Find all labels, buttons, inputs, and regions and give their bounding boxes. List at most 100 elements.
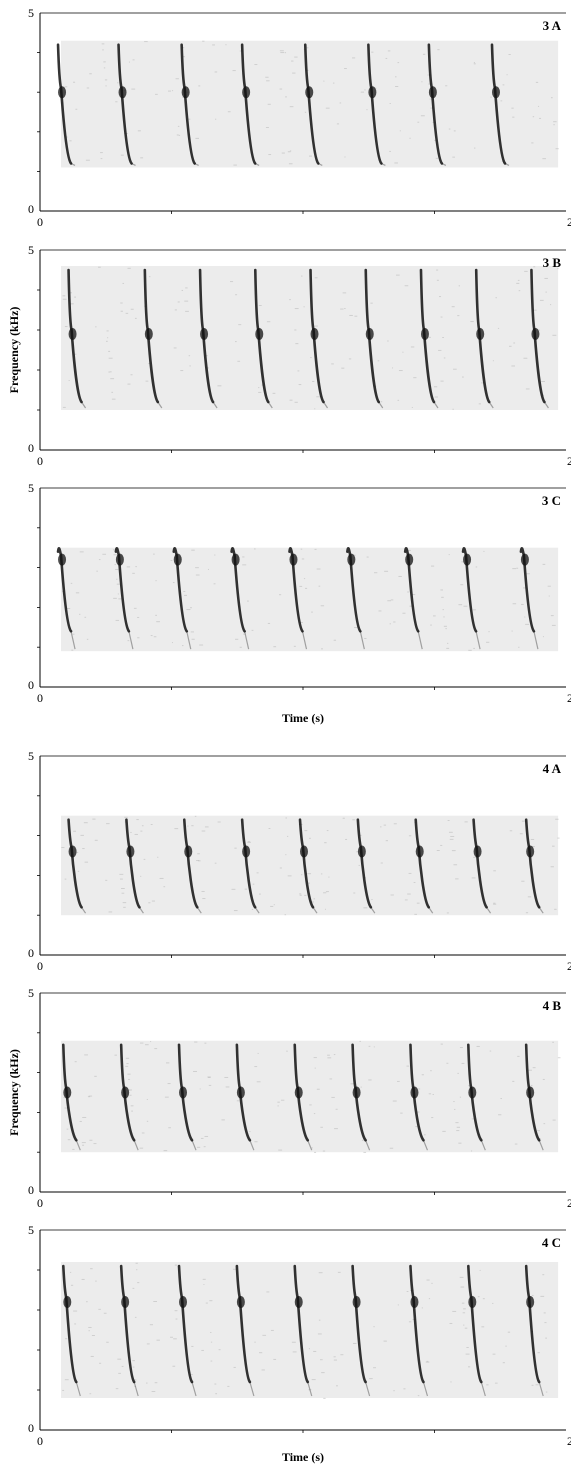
note-mark bbox=[303, 43, 323, 166]
note-mark bbox=[240, 818, 260, 914]
x-tick-label-start: 0 bbox=[37, 215, 43, 229]
note-mark bbox=[367, 43, 386, 166]
note-mark bbox=[177, 1043, 197, 1151]
signal-band bbox=[61, 1040, 559, 1153]
note-mark bbox=[467, 1043, 486, 1151]
panel-label: 3 C bbox=[542, 493, 561, 508]
background-noise bbox=[62, 1262, 548, 1399]
note-mark bbox=[524, 1264, 544, 1397]
panel-label: 4 C bbox=[542, 1235, 561, 1250]
y-tick-label-bottom: 0 bbox=[28, 946, 34, 960]
note-mark bbox=[235, 1043, 255, 1151]
note-mark bbox=[474, 268, 494, 409]
note-mark bbox=[67, 268, 87, 409]
note-mark bbox=[288, 547, 308, 650]
x-tick-label-start: 0 bbox=[37, 959, 43, 973]
spectrogram-panel: 5 00 2 3 B Frequency (kHz) bbox=[7, 243, 571, 468]
spectrogram-panel: 5 00 2 4 A bbox=[28, 749, 571, 973]
note-mark bbox=[298, 818, 318, 914]
x-tick-label-end: 2 bbox=[567, 215, 571, 229]
note-mark bbox=[114, 547, 134, 650]
signal-band bbox=[61, 547, 559, 652]
note-mark bbox=[253, 268, 273, 409]
note-mark bbox=[182, 818, 202, 914]
y-axis-label: Frequency (kHz) bbox=[7, 307, 21, 394]
note-mark bbox=[119, 1264, 139, 1397]
y-axis-label: Frequency (kHz) bbox=[7, 1049, 21, 1136]
y-tick-label-top: 5 bbox=[28, 1223, 34, 1237]
note-mark bbox=[419, 268, 439, 409]
note-mark bbox=[403, 547, 423, 650]
y-tick-label-top: 5 bbox=[28, 481, 34, 495]
note-mark bbox=[56, 43, 76, 166]
spectrogram-panel: 5 00 2 3 C Time (s) bbox=[28, 481, 571, 725]
note-mark bbox=[67, 818, 87, 914]
signal-band bbox=[61, 1262, 559, 1398]
note-mark bbox=[240, 43, 260, 166]
note-mark bbox=[172, 547, 192, 650]
y-tick-label-bottom: 0 bbox=[28, 441, 34, 455]
note-mark bbox=[198, 268, 218, 409]
spectrogram-panel: 5 00 2 4 B Frequency (kHz) bbox=[7, 986, 571, 1210]
note-mark bbox=[490, 43, 510, 166]
note-mark bbox=[351, 1264, 371, 1397]
note-mark bbox=[230, 547, 250, 650]
note-mark bbox=[530, 268, 549, 409]
note-mark bbox=[519, 547, 539, 650]
x-tick-label-end: 2 bbox=[567, 959, 571, 973]
note-mark bbox=[364, 268, 384, 409]
signal-band bbox=[61, 266, 559, 410]
panel-label: 3 B bbox=[543, 255, 562, 270]
note-mark bbox=[351, 1043, 371, 1151]
y-tick-label-top: 5 bbox=[28, 6, 34, 20]
note-mark bbox=[177, 1264, 197, 1397]
note-mark bbox=[524, 818, 544, 914]
note-mark bbox=[293, 1264, 313, 1397]
note-mark bbox=[293, 1043, 313, 1151]
panel-label: 4 B bbox=[543, 998, 562, 1013]
x-tick-label-start: 0 bbox=[37, 454, 43, 468]
x-tick-label-end: 2 bbox=[567, 691, 571, 705]
x-tick-label-start: 0 bbox=[37, 691, 43, 705]
note-mark bbox=[119, 1043, 139, 1151]
x-tick-label-end: 2 bbox=[567, 1196, 571, 1210]
note-mark bbox=[524, 1043, 544, 1151]
spectrogram-panel: 5 00 2 4 C Time (s) bbox=[28, 1223, 571, 1464]
note-mark bbox=[180, 43, 199, 166]
note-mark bbox=[143, 268, 163, 409]
note-mark bbox=[62, 1043, 81, 1151]
note-mark bbox=[472, 818, 492, 914]
panel-label: 3 A bbox=[543, 18, 562, 33]
y-tick-label-bottom: 0 bbox=[28, 678, 34, 692]
x-tick-label-end: 2 bbox=[567, 1434, 571, 1448]
note-mark bbox=[62, 1264, 81, 1397]
note-mark bbox=[409, 1043, 429, 1151]
x-tick-label-start: 0 bbox=[37, 1434, 43, 1448]
note-mark bbox=[467, 1264, 486, 1397]
note-mark bbox=[461, 547, 481, 650]
note-mark bbox=[346, 547, 365, 650]
note-mark bbox=[414, 818, 434, 914]
background-noise bbox=[63, 1040, 561, 1153]
spectrogram-panel: 5 00 2 3 A bbox=[28, 6, 571, 229]
x-axis-label: Time (s) bbox=[282, 711, 324, 725]
note-mark bbox=[125, 818, 144, 914]
y-tick-label-top: 5 bbox=[28, 243, 34, 257]
note-mark bbox=[356, 818, 376, 914]
note-mark bbox=[117, 43, 136, 166]
note-mark bbox=[409, 1264, 429, 1397]
note-mark bbox=[235, 1264, 255, 1397]
y-tick-label-bottom: 0 bbox=[28, 1183, 34, 1197]
y-tick-label-bottom: 0 bbox=[28, 202, 34, 216]
y-tick-label-bottom: 0 bbox=[28, 1421, 34, 1435]
x-axis-label: Time (s) bbox=[282, 1450, 324, 1464]
background-noise bbox=[61, 40, 559, 166]
note-mark bbox=[56, 547, 76, 650]
background-noise bbox=[61, 815, 560, 916]
y-tick-label-top: 5 bbox=[28, 749, 34, 763]
panel-label: 4 A bbox=[543, 761, 562, 776]
x-tick-label-end: 2 bbox=[567, 454, 571, 468]
note-mark bbox=[427, 43, 447, 166]
x-tick-label-start: 0 bbox=[37, 1196, 43, 1210]
